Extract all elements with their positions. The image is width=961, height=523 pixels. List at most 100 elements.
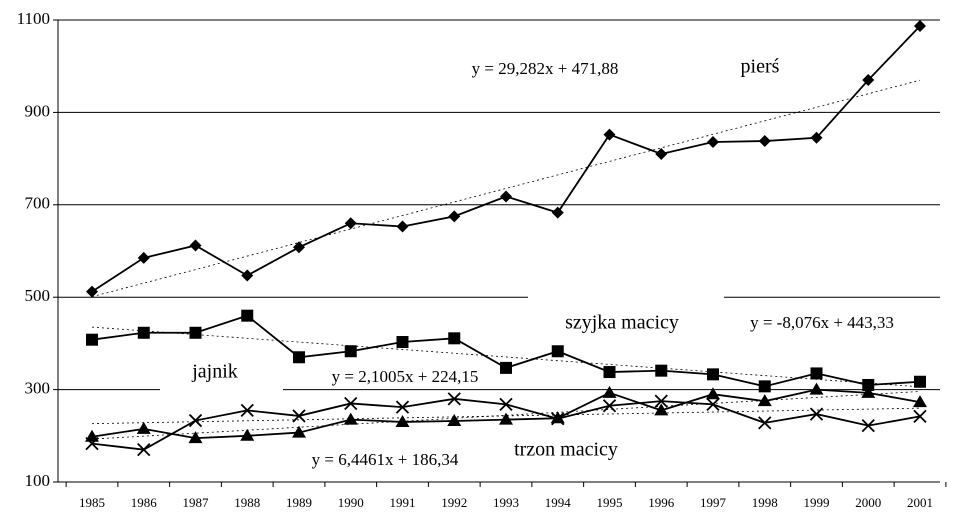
marker [241,269,254,282]
x-tick-label: 1989 [286,495,312,510]
marker [861,418,875,433]
trend-equation: y = -8,076x + 443,33 [750,313,894,332]
marker [189,326,202,339]
marker [913,409,927,424]
marker [188,413,203,428]
marker [809,382,824,395]
x-tick-label: 1991 [390,495,416,510]
marker [654,394,668,408]
marker [757,394,772,407]
marker [293,241,305,254]
series-label: pierś [741,56,780,78]
marker [654,403,669,416]
series-markers [86,309,926,393]
marker [914,375,926,388]
x-tick-label: 1985 [79,495,105,510]
series-markers [86,20,926,298]
x-tick-label: 1990 [338,495,364,510]
trend-equation: y = 6,4461x + 186,34 [312,450,459,469]
x-tick-label: 2001 [907,495,933,510]
marker [344,217,357,230]
series-label: trzon macicy [514,439,618,461]
x-tick-label: 1993 [493,495,519,510]
x-tick-label: 1986 [131,495,158,510]
marker [396,336,409,349]
marker [551,206,564,219]
marker [344,396,358,411]
marker [85,429,99,442]
marker [810,367,823,380]
marker [602,399,617,413]
marker [655,147,668,160]
marker [914,20,926,33]
marker [551,345,564,358]
marker [240,403,254,418]
trend-equation: y = 29,282x + 471,88 [472,59,619,78]
y-tick-label: 900 [25,101,51,120]
marker [706,387,720,400]
marker [241,309,254,322]
y-tick-label: 100 [25,471,51,490]
label-background [528,290,724,304]
series-label: szyjka macicy [565,312,679,334]
marker [758,135,771,148]
marker [500,361,512,374]
x-tick-label: 1996 [648,495,675,510]
marker [913,395,927,408]
x-tick-label: 1988 [234,495,260,510]
trendline [91,326,921,388]
y-tick-label: 500 [25,286,51,305]
marker [86,285,98,298]
marker [758,416,772,430]
label-background [160,382,283,396]
series-label: jajnik [191,361,238,383]
marker [344,345,357,358]
marker [707,135,719,148]
marker [862,378,875,391]
marker [758,380,771,393]
marker [448,210,461,223]
marker [137,251,150,264]
marker [603,366,616,379]
marker [86,333,98,346]
marker [706,397,720,412]
marker [602,385,617,398]
marker [809,407,824,421]
x-tick-label: 2000 [855,495,881,510]
series-markers [85,392,927,457]
trendline [91,391,921,440]
series-markers [85,382,927,444]
marker [603,128,616,141]
marker [447,414,462,427]
marker [550,411,565,424]
trend-equation: y = 2,1005x + 224,15 [332,367,479,386]
marker [189,239,202,252]
marker [861,385,876,398]
marker [862,74,875,87]
marker [655,364,668,377]
marker [499,397,513,412]
marker [448,332,461,345]
x-tick-label: 1999 [804,495,830,510]
marker [499,412,513,425]
marker [395,414,410,427]
x-tick-label: 1994 [545,495,572,510]
trendline [91,407,921,425]
y-tick-label: 300 [25,379,51,398]
marker [137,326,150,339]
marker [707,368,719,381]
y-tick-label: 700 [25,194,51,213]
marker [500,190,512,203]
marker [293,351,305,364]
marker [395,400,410,414]
marker [343,412,358,425]
marker [292,425,306,438]
marker [396,220,409,233]
x-tick-label: 1992 [441,495,467,510]
marker [188,431,203,444]
marker [447,392,461,406]
y-tick-label: 1100 [17,9,50,28]
x-tick-label: 1995 [597,495,623,510]
marker [136,421,151,434]
